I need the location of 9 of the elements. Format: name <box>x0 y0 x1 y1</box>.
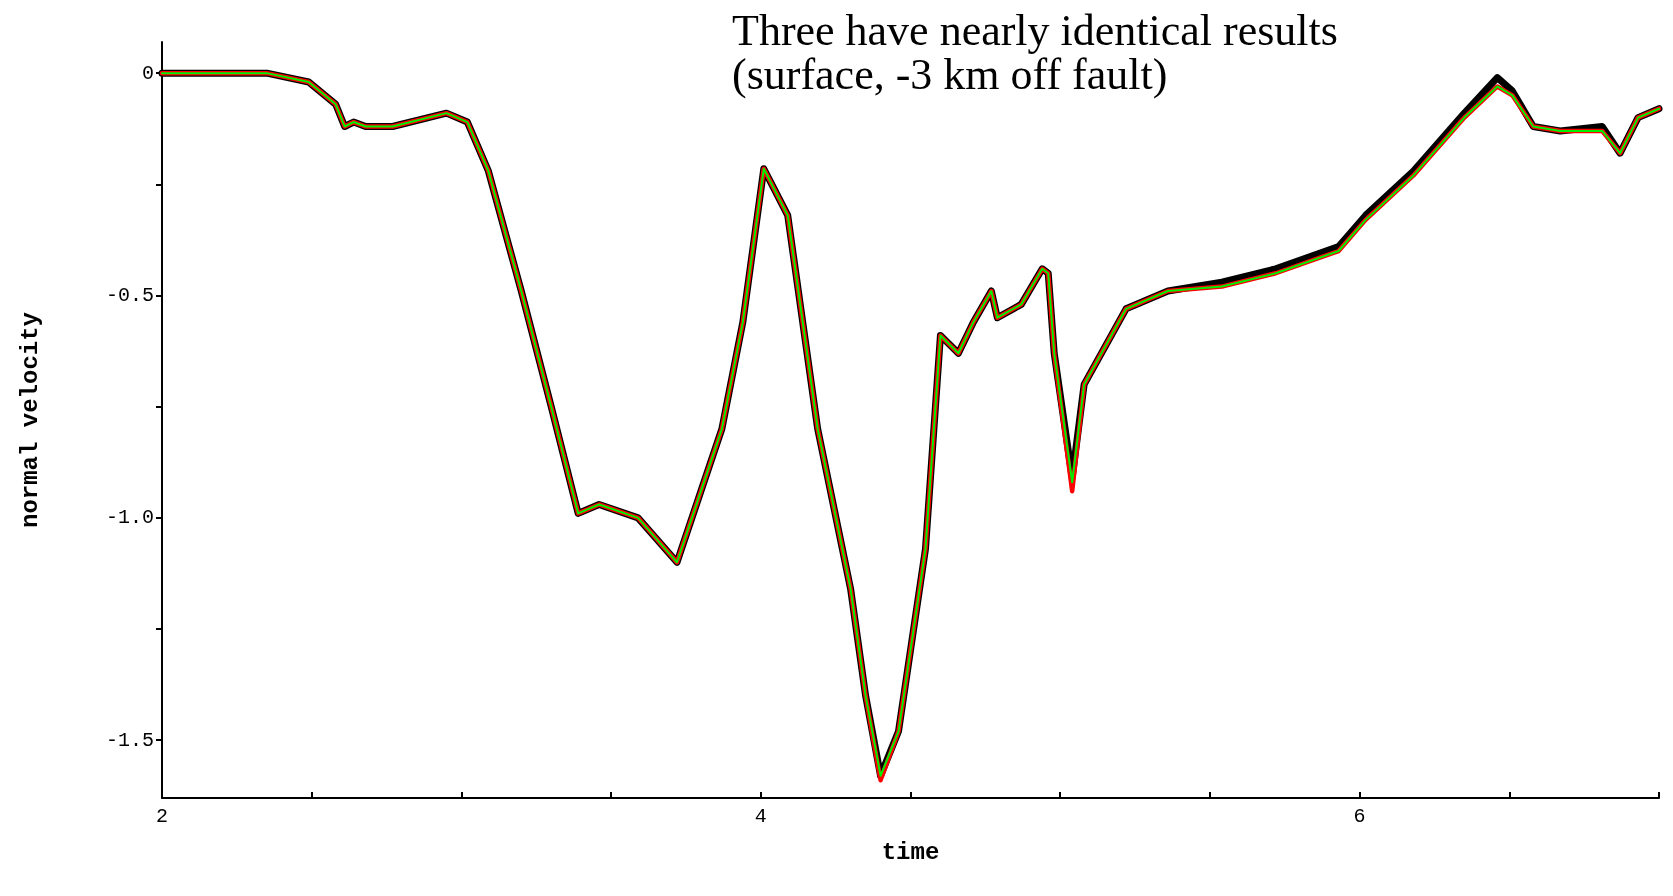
y-axis-title: normal velocity <box>16 311 44 529</box>
y-tick-label: -1.0 <box>105 506 154 530</box>
y-tick-label: -0.5 <box>105 283 154 307</box>
y-tick-label: -1.5 <box>105 728 154 752</box>
x-tick-label: 4 <box>754 804 767 828</box>
x-tick-label: 6 <box>1353 804 1366 828</box>
x-tick-label: 2 <box>155 804 169 828</box>
y-tick-label: 0 <box>141 61 154 85</box>
x-axis-title: time <box>881 838 940 866</box>
